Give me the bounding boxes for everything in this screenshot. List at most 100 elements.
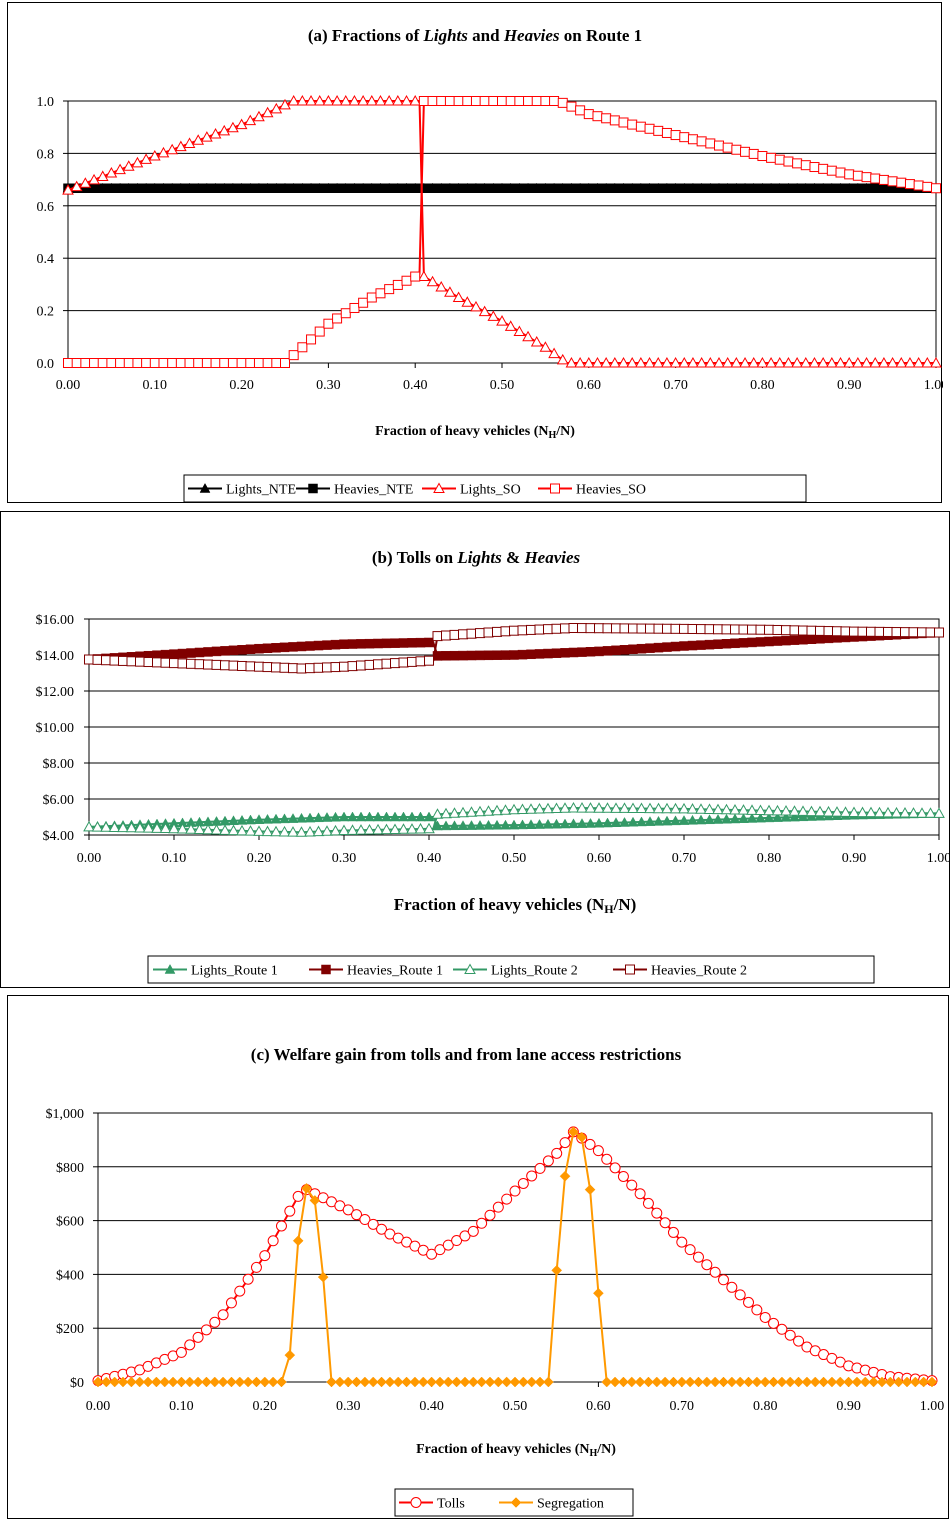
data-point [859,1376,871,1388]
data-point [292,1190,304,1202]
data-point [659,1376,671,1388]
data-point [331,94,343,106]
data-point [584,1138,596,1150]
data-point [757,183,768,193]
x-axis-label-part: Fraction of heavy vehicles (N [416,1442,589,1457]
data-point [118,655,128,666]
data-point [176,183,186,193]
data-point [731,183,742,193]
data-point [704,624,715,635]
data-point [860,356,873,368]
data-point [559,1170,571,1182]
data-point [70,180,83,192]
data-point [458,629,468,640]
x-tick-label: 0.90 [837,378,862,393]
data-point [718,1274,729,1286]
data-point [159,822,172,834]
data-point [474,805,486,817]
data-point [601,183,611,193]
data-point [482,805,495,816]
data-point [849,626,859,637]
data-point [627,119,638,130]
data-point [643,1376,654,1388]
data-point [194,659,205,670]
data-point [226,1376,237,1388]
data-point [432,631,443,642]
x-tick-label: 0.20 [253,1399,278,1414]
x-axis-label-part: Fraction of heavy vehicles (N [375,424,548,439]
data-point [492,1201,504,1213]
data-point [627,183,637,193]
data-point [746,804,758,815]
data-point [244,114,257,126]
data-point [365,94,378,106]
data-point [228,183,238,193]
data-point [568,1126,579,1138]
data-point [567,801,580,813]
data-point [279,813,290,824]
data-point [488,183,499,193]
data-point [279,98,291,110]
data-point [883,626,893,637]
data-point [210,358,221,368]
data-point [834,356,847,368]
data-point [772,812,783,822]
data-point [517,819,528,830]
data-point [169,658,179,669]
data-point [479,96,490,106]
data-point [271,358,282,368]
data-point [557,97,568,108]
data-point [747,356,760,368]
legend-marker [321,964,331,975]
data-point [774,154,785,165]
data-point [184,358,195,368]
data-point [314,183,325,193]
data-point [566,183,577,193]
x-tick-label: 0.80 [757,851,782,866]
data-point [338,811,350,822]
data-point [857,626,868,637]
data-point [271,643,281,653]
data-point [670,623,681,634]
data-point [458,650,468,661]
data-point [449,650,460,661]
data-point [219,358,230,368]
data-point [887,176,898,187]
data-point [84,654,94,665]
data-point [893,1376,904,1388]
data-point [174,140,187,152]
data-point [100,821,112,832]
data-point [783,183,794,193]
data-point [526,649,536,660]
data-point [734,1376,746,1388]
data-point [738,638,749,648]
data-point [585,623,596,634]
data-point [669,802,682,814]
data-point [543,1376,554,1388]
data-point [288,663,298,674]
data-point [83,820,95,832]
data-point [115,183,125,193]
data-point [568,623,579,633]
data-point [726,1376,738,1388]
data-point [781,635,791,646]
data-point [449,629,460,640]
data-point [254,183,264,193]
data-point [466,650,477,661]
data-point [267,1376,279,1388]
data-point [435,280,448,292]
data-point [651,1207,663,1219]
data-point [670,130,681,141]
data-point [176,1376,187,1388]
data-point [899,807,911,818]
data-point [748,183,759,193]
data-point [275,1220,287,1232]
data-point [339,661,349,672]
data-point [729,813,741,824]
data-point [540,96,551,106]
data-point [653,623,664,634]
legend-label: Heavies_SO [576,483,646,498]
legend-item: Heavies_Route 1 [309,964,443,979]
data-point [492,1376,504,1388]
data-point [329,824,342,836]
